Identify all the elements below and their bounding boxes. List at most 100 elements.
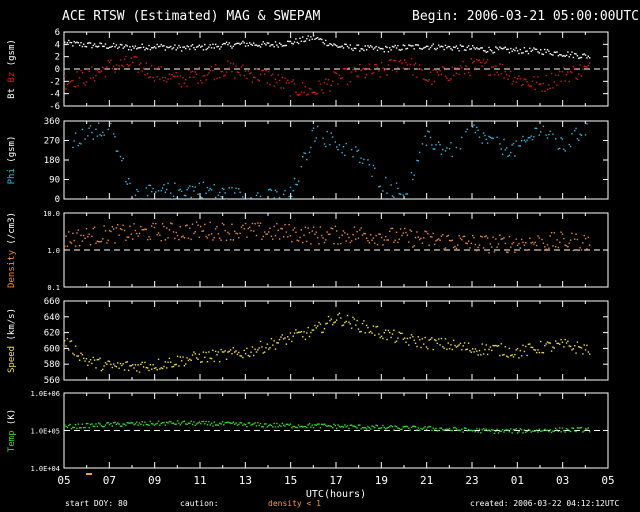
data-point-Density	[469, 247, 471, 249]
data-point-Temp	[553, 430, 555, 432]
data-point-Bt	[166, 46, 168, 48]
data-point-Temp	[66, 426, 69, 429]
data-point-Bt	[439, 46, 441, 48]
data-point-Bz	[291, 80, 293, 83]
data-point-Density	[191, 223, 194, 225]
data-point-Bt	[232, 45, 235, 48]
data-point-Bt	[526, 50, 528, 52]
data-point-Bt	[567, 51, 569, 53]
data-point-Speed	[408, 344, 410, 346]
xtick-label: 21	[420, 474, 433, 487]
data-point-Bz	[251, 81, 254, 83]
data-point-Bz	[482, 59, 485, 61]
data-point-Speed	[255, 351, 258, 353]
data-point-Speed	[571, 349, 573, 351]
data-point-Temp	[540, 430, 542, 432]
data-point-Phi	[579, 133, 581, 136]
data-point-Phi	[223, 188, 225, 191]
data-point-Speed	[262, 352, 264, 354]
data-point-Bz	[476, 58, 478, 61]
data-point-Temp	[257, 422, 259, 424]
data-point-Density	[567, 246, 569, 248]
data-point-Temp	[461, 428, 463, 430]
data-point-Density	[444, 247, 447, 249]
data-point-Temp	[212, 425, 214, 427]
data-point-Bz	[361, 68, 364, 70]
data-point-Bt	[417, 44, 419, 46]
data-point-Temp	[334, 424, 337, 427]
data-point-Speed	[194, 353, 196, 355]
data-point-Bz	[266, 82, 269, 84]
data-point-Phi	[506, 147, 508, 149]
data-point-Speed	[512, 356, 515, 358]
data-point-Bz	[506, 73, 508, 76]
data-point-Density	[414, 236, 417, 239]
data-point-Temp	[250, 424, 252, 426]
data-point-Phi	[416, 159, 418, 162]
data-point-Density	[329, 233, 331, 235]
data-point-Phi	[474, 131, 477, 134]
data-point-Bz	[225, 71, 228, 73]
data-point-Speed	[152, 364, 154, 366]
data-point-Temp	[433, 429, 436, 431]
data-point-Phi	[255, 194, 258, 197]
data-point-Bz	[246, 77, 248, 80]
data-point-Bt	[259, 46, 262, 48]
data-point-Bt	[542, 53, 545, 56]
data-point-Phi	[194, 186, 196, 188]
data-point-Bt	[406, 47, 409, 50]
data-point-Bz	[504, 70, 507, 73]
data-point-Density	[514, 251, 516, 253]
data-point-Bz	[402, 67, 405, 69]
data-point-Bt	[243, 42, 245, 44]
data-point-Speed	[130, 365, 133, 367]
data-point-Bz	[578, 73, 580, 75]
data-point-Temp	[292, 425, 294, 428]
data-point-Bt	[278, 42, 281, 44]
data-point-Bt	[144, 49, 146, 51]
data-point-Temp	[180, 422, 183, 424]
data-point-Bz	[340, 77, 342, 80]
data-point-Density	[436, 239, 439, 241]
data-point-Phi	[129, 182, 131, 185]
data-point-Speed	[210, 357, 213, 360]
ylabel-mag-bt-bz: Bt Bz (gsm)	[7, 39, 17, 99]
data-point-Speed	[231, 352, 233, 355]
data-point-Speed	[360, 330, 362, 333]
data-point-Temp	[136, 421, 138, 423]
data-point-Density	[530, 242, 532, 244]
ytick-label-mag-phi: 360	[44, 117, 60, 127]
data-point-Density	[134, 229, 137, 232]
data-point-Bz	[397, 66, 399, 69]
data-point-Speed	[238, 351, 240, 354]
data-point-Temp	[224, 422, 226, 424]
data-point-Temp	[425, 428, 428, 431]
data-point-Speed	[228, 350, 230, 353]
data-point-Bz	[383, 69, 385, 72]
data-point-Temp	[450, 429, 452, 432]
data-point-Speed	[213, 360, 215, 363]
data-point-Phi	[359, 161, 361, 164]
data-point-Density	[578, 249, 580, 252]
data-point-Phi	[564, 150, 566, 152]
data-point-Density	[88, 233, 90, 235]
data-point-Bt	[402, 44, 405, 46]
data-point-Bt	[178, 44, 180, 47]
data-point-Speed	[117, 362, 119, 364]
data-point-Bz	[552, 87, 554, 89]
data-point-Bt	[480, 47, 482, 49]
data-point-Bz	[178, 83, 180, 85]
data-point-Speed	[68, 349, 70, 351]
data-point-Phi	[501, 153, 504, 156]
data-point-Speed	[102, 368, 104, 371]
data-point-Bt	[531, 49, 534, 51]
data-point-Bz	[307, 93, 309, 95]
data-point-Phi	[126, 183, 128, 185]
data-point-Bz	[372, 72, 375, 74]
data-point-Bt	[544, 48, 546, 51]
data-point-Bt	[263, 42, 266, 45]
data-point-Density	[258, 224, 260, 227]
data-point-Bt	[66, 41, 69, 44]
data-point-Phi	[586, 123, 588, 125]
start-doy-value: 80	[118, 499, 128, 508]
